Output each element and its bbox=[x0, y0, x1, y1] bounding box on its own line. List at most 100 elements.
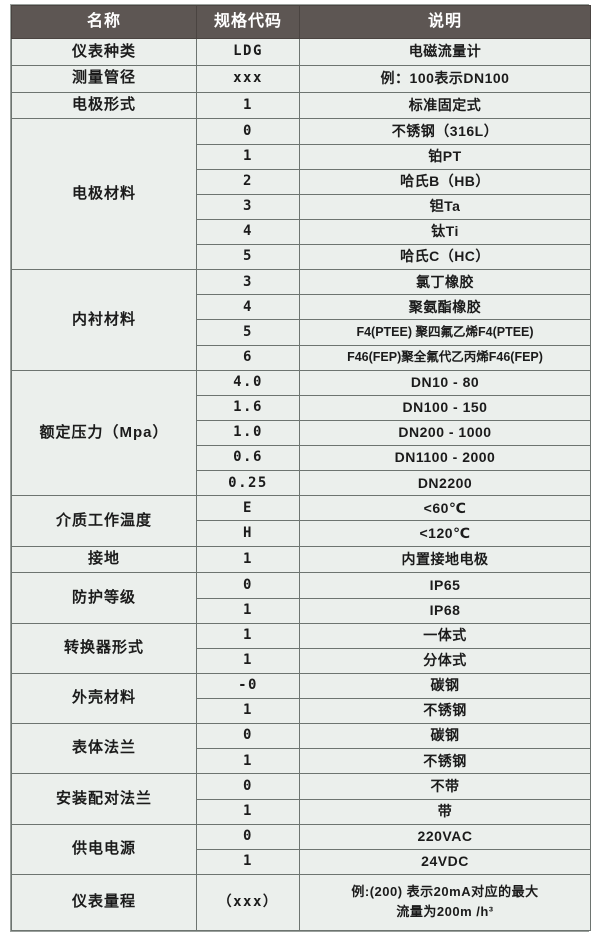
description-cell: F4(PTEE) 聚四氟乙烯F4(PTEE) bbox=[299, 319, 591, 346]
header-row: 名称 规格代码 说明 bbox=[11, 5, 591, 39]
table-row: 1 不锈钢 bbox=[12, 697, 591, 725]
table-row: 转换器形式 1 一体式 bbox=[11, 622, 591, 674]
description-cell: 不锈钢 bbox=[299, 697, 591, 725]
row-name-cell: 电极材料 bbox=[11, 118, 197, 271]
description-cell: 钽Ta bbox=[299, 193, 591, 220]
description-cell: 标准固定式 bbox=[299, 91, 591, 120]
spec-code-cell: 0 bbox=[196, 118, 300, 145]
spec-code-cell: 1 bbox=[196, 597, 300, 624]
spec-code-cell: 4 bbox=[196, 218, 300, 246]
spec-code-cell: 1 bbox=[196, 622, 300, 649]
spec-code-cell: 1 bbox=[196, 748, 300, 775]
spec-code-cell: H bbox=[196, 520, 300, 547]
description-cell: F46(FEP)聚全氟代乙丙烯F46(FEP) bbox=[299, 344, 591, 371]
table-row: 2 哈氏B（HB） bbox=[12, 168, 591, 195]
table-row: 0.25 DN2200 bbox=[12, 470, 591, 497]
row-name-cell: 供电电源 bbox=[11, 823, 197, 875]
table-row: 6 F46(FEP)聚全氟代乙丙烯F46(FEP) bbox=[12, 344, 591, 371]
description-cell: <60℃ bbox=[299, 495, 591, 522]
description-cell: DN2200 bbox=[299, 470, 591, 497]
spec-code-cell: E bbox=[196, 495, 300, 522]
row-name-cell: 仪表种类 bbox=[11, 38, 197, 66]
table-row: 电极材料 0 不锈钢（316L） bbox=[11, 118, 591, 271]
table-body: 仪表种类 LDG 电磁流量计 测量管径 xxx 例：100表示DN100 电极形式 1 标准固定… bbox=[11, 38, 591, 932]
table-row: 外壳材料 -0 碳钢 bbox=[11, 672, 591, 725]
description-cell: 不锈钢 bbox=[299, 748, 591, 775]
row-name-cell: 外壳材料 bbox=[11, 672, 197, 725]
spec-code-cell: 1.6 bbox=[196, 394, 300, 421]
description-cell: 例:(200) 表示20mA对应的最大 流量为200m /h³ bbox=[299, 873, 591, 932]
spec-code-cell: -0 bbox=[196, 672, 300, 700]
table-row: 额定压力（Mpa） 4.0 DN10 - 80 bbox=[11, 369, 591, 497]
table-row: 4 钛Ti bbox=[12, 218, 591, 246]
spec-code-cell: 5 bbox=[196, 319, 300, 346]
row-name-cell: 接地 bbox=[11, 545, 197, 574]
row-name-cell: 仪表量程 bbox=[11, 873, 197, 932]
column-header-name: 名称 bbox=[11, 5, 197, 39]
description-cell: 一体式 bbox=[299, 622, 591, 649]
spec-code-cell: 0 bbox=[196, 723, 300, 750]
description-cell: 24VDC bbox=[299, 848, 591, 875]
spec-code-cell: 1 bbox=[196, 697, 300, 725]
spec-code-cell: 0.6 bbox=[196, 445, 300, 472]
spec-code-cell: 0.25 bbox=[196, 470, 300, 497]
description-cell: 聚氨酯橡胶 bbox=[299, 294, 591, 321]
description-cell: 电磁流量计 bbox=[299, 38, 591, 66]
description-cell: 哈氏B（HB） bbox=[299, 168, 591, 195]
description-cell: 钛Ti bbox=[299, 218, 591, 246]
table-row: 1 铂PT bbox=[12, 143, 591, 170]
table-row: 1 不锈钢 bbox=[12, 748, 591, 775]
spec-code-cell: LDG bbox=[196, 38, 300, 66]
table-row: 5 哈氏C（HC） bbox=[12, 244, 591, 271]
description-cell: 不锈钢（316L） bbox=[299, 118, 591, 145]
description-cell: DN1100 - 2000 bbox=[299, 445, 591, 472]
spec-code-cell: 0 bbox=[196, 773, 300, 800]
table-row: 1 分体式 bbox=[12, 647, 591, 674]
row-name-cell: 内衬材料 bbox=[11, 269, 197, 371]
table-row: 表体法兰 0 碳钢 bbox=[11, 723, 591, 775]
table-row: 测量管径 xxx 例：100表示DN100 bbox=[11, 64, 591, 93]
description-cell: 氯丁橡胶 bbox=[299, 269, 591, 296]
row-name-cell: 安装配对法兰 bbox=[11, 773, 197, 825]
description-line: 流量为200m /h³ bbox=[396, 904, 494, 920]
table-row: 仪表种类 LDG 电磁流量计 bbox=[11, 38, 591, 66]
spec-table-container: 名称 规格代码 说明 仪表种类 LDG 电磁流量计 测量管径 xxx 例：100表示DN1… bbox=[10, 4, 591, 932]
row-name-cell: 电极形式 bbox=[11, 91, 197, 120]
description-cell: <120℃ bbox=[299, 520, 591, 547]
description-cell: DN100 - 150 bbox=[299, 394, 591, 421]
description-cell: IP68 bbox=[299, 597, 591, 624]
table-row: H <120℃ bbox=[12, 520, 591, 547]
table-row: 安装配对法兰 0 不带 bbox=[11, 773, 591, 825]
column-header-description: 说明 bbox=[299, 5, 591, 39]
spec-code-cell: 3 bbox=[196, 193, 300, 220]
description-cell: 分体式 bbox=[299, 647, 591, 674]
spec-code-cell: 6 bbox=[196, 344, 300, 371]
spec-code-cell: 4.0 bbox=[196, 369, 300, 396]
table-row: 供电电源 0 220VAC bbox=[11, 823, 591, 875]
spec-code-cell: 1 bbox=[196, 545, 300, 574]
table-row: 1.6 DN100 - 150 bbox=[12, 394, 591, 421]
row-name-cell: 表体法兰 bbox=[11, 723, 197, 775]
specification-code-table: 名称 规格代码 说明 仪表种类 LDG 电磁流量计 测量管径 xxx 例：100表示DN1… bbox=[11, 5, 591, 932]
spec-code-cell: 2 bbox=[196, 168, 300, 195]
description-cell: 220VAC bbox=[299, 823, 591, 850]
description-cell: 不带 bbox=[299, 773, 591, 800]
table-row: 1.0 DN200 - 1000 bbox=[12, 419, 591, 447]
spec-code-cell: 0 bbox=[196, 572, 300, 599]
description-cell: 哈氏C（HC） bbox=[299, 244, 591, 271]
spec-code-cell: 4 bbox=[196, 294, 300, 321]
table-row: 电极形式 1 标准固定式 bbox=[11, 91, 591, 120]
spec-code-cell: xxx bbox=[196, 64, 300, 93]
description-cell: DN200 - 1000 bbox=[299, 419, 591, 447]
spec-code-cell: 1 bbox=[196, 143, 300, 170]
row-name-cell: 转换器形式 bbox=[11, 622, 197, 674]
description-cell: IP65 bbox=[299, 572, 591, 599]
spec-code-cell: 1 bbox=[196, 91, 300, 120]
description-cell: 碳钢 bbox=[299, 672, 591, 700]
spec-code-cell: 1 bbox=[196, 848, 300, 875]
description-line: 例:(200) 表示20mA对应的最大 bbox=[351, 884, 539, 900]
table-header: 名称 规格代码 说明 bbox=[11, 5, 591, 39]
table-row: 内衬材料 3 氯丁橡胶 bbox=[11, 269, 591, 371]
row-name-cell: 防护等级 bbox=[11, 572, 197, 624]
